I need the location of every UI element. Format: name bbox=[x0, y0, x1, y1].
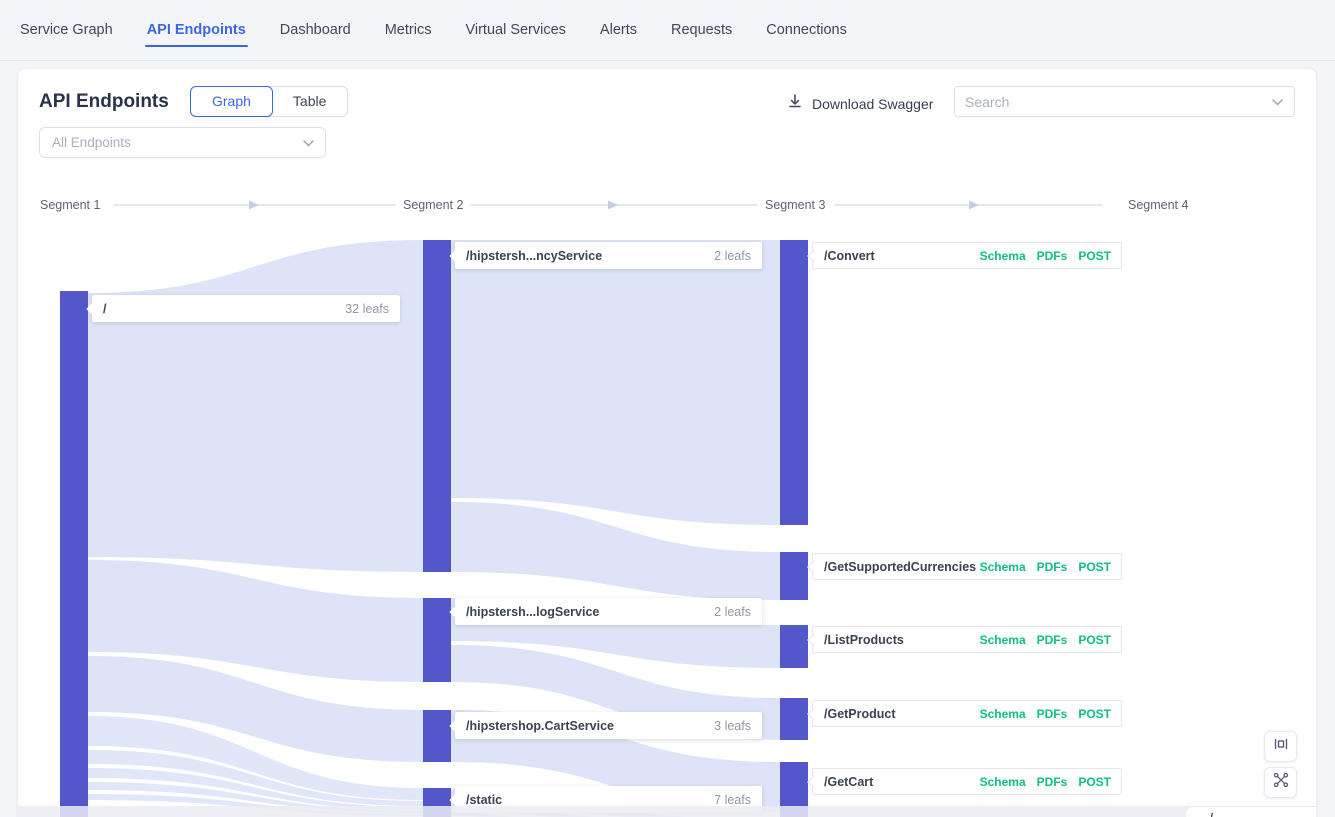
endpoint-name: /GetSupportedCurrencies bbox=[824, 559, 977, 574]
endpoint-name: /Convert bbox=[824, 248, 875, 263]
view-toggle: Graph Table bbox=[190, 86, 349, 117]
pdfs-link[interactable]: PDFs bbox=[1036, 559, 1068, 574]
endpoint-filter-select[interactable]: All Endpoints bbox=[39, 127, 326, 158]
tab-service-graph[interactable]: Service Graph bbox=[20, 22, 113, 38]
segment-1-label: Segment 1 bbox=[40, 198, 101, 212]
download-icon bbox=[787, 93, 803, 114]
node-name: /hipstersh...ncyService bbox=[466, 248, 603, 263]
page-title: API Endpoints bbox=[39, 91, 169, 112]
endpoint-filter-value: All Endpoints bbox=[52, 135, 131, 150]
pdfs-link[interactable]: PDFs bbox=[1036, 774, 1068, 789]
schema-link[interactable]: Schema bbox=[979, 248, 1026, 263]
node-label-root[interactable]: / 32 leafs bbox=[92, 295, 400, 322]
segment-2-label: Segment 2 bbox=[403, 198, 464, 212]
spread-nodes-button[interactable] bbox=[1264, 767, 1297, 798]
node-name: / bbox=[1210, 812, 1316, 817]
graph-view-button[interactable]: Graph bbox=[190, 86, 273, 117]
schema-link[interactable]: Schema bbox=[979, 706, 1026, 721]
table-view-button[interactable]: Table bbox=[292, 93, 327, 109]
search-box bbox=[954, 86, 1295, 117]
fit-view-button[interactable] bbox=[1264, 731, 1297, 762]
node-label-getproduct[interactable]: /GetProduct Schema PDFs POST bbox=[812, 700, 1122, 727]
post-link[interactable]: POST bbox=[1078, 706, 1111, 721]
tab-dashboard[interactable]: Dashboard bbox=[279, 22, 351, 38]
node-leaf-count: 32 leafs bbox=[345, 301, 389, 316]
download-swagger-label: Download Swagger bbox=[812, 95, 934, 112]
node-name: /static bbox=[466, 792, 503, 807]
post-link[interactable]: POST bbox=[1078, 632, 1111, 647]
node-leaf-count: 3 leafs bbox=[714, 718, 751, 733]
node-name: /hipstersh...logService bbox=[466, 604, 600, 619]
segment-3-label: Segment 3 bbox=[765, 198, 826, 212]
node-label-catalog-service[interactable]: /hipstersh...logService 2 leafs bbox=[455, 598, 762, 625]
clipped-node-label[interactable]: / bbox=[1185, 806, 1316, 817]
tab-requests[interactable]: Requests bbox=[671, 22, 733, 38]
endpoint-name: /GetCart bbox=[824, 774, 874, 789]
segment-4-label: Segment 4 bbox=[1128, 198, 1189, 212]
pdfs-link[interactable]: PDFs bbox=[1036, 248, 1068, 263]
tab-api-endpoints[interactable]: API Endpoints bbox=[144, 22, 248, 47]
node-leaf-count: 7 leafs bbox=[714, 792, 751, 807]
post-link[interactable]: POST bbox=[1078, 559, 1111, 574]
node-label-listproducts[interactable]: /ListProducts Schema PDFs POST bbox=[812, 626, 1122, 653]
tab-metrics[interactable]: Metrics bbox=[384, 22, 432, 38]
schema-link[interactable]: Schema bbox=[979, 559, 1026, 574]
node-label-getcart[interactable]: /GetCart Schema PDFs POST bbox=[812, 768, 1122, 795]
fit-view-icon bbox=[1272, 735, 1290, 758]
node-label-currency-service[interactable]: /hipstersh...ncyService 2 leafs bbox=[455, 242, 762, 269]
endpoint-name: /GetProduct bbox=[824, 706, 896, 721]
pdfs-link[interactable]: PDFs bbox=[1036, 706, 1068, 721]
download-swagger-button[interactable]: Download Swagger bbox=[787, 93, 933, 114]
node-name: /hipstershop.CartService bbox=[466, 718, 614, 733]
schema-link[interactable]: Schema bbox=[979, 632, 1026, 647]
tab-alerts[interactable]: Alerts bbox=[599, 22, 637, 38]
node-leaf-count: 2 leafs bbox=[714, 248, 751, 263]
chevron-down-icon[interactable] bbox=[1272, 93, 1283, 111]
spread-nodes-icon bbox=[1272, 771, 1290, 794]
node-label-convert[interactable]: /Convert Schema PDFs POST bbox=[812, 242, 1122, 269]
node-label-getsupportedcurrencies[interactable]: /GetSupportedCurrencies Schema PDFs POST bbox=[812, 553, 1122, 580]
top-navigation: Service Graph API Endpoints Dashboard Me… bbox=[0, 0, 1335, 61]
post-link[interactable]: POST bbox=[1078, 248, 1111, 263]
tab-connections[interactable]: Connections bbox=[766, 22, 847, 38]
chevron-down-icon bbox=[303, 134, 314, 152]
tab-virtual-services[interactable]: Virtual Services bbox=[465, 22, 566, 38]
post-link[interactable]: POST bbox=[1078, 774, 1111, 789]
node-label-cart-service[interactable]: /hipstershop.CartService 3 leafs bbox=[455, 712, 762, 739]
node-leaf-count: 2 leafs bbox=[714, 604, 751, 619]
graph-scrollbar-track[interactable] bbox=[18, 806, 1316, 817]
schema-link[interactable]: Schema bbox=[979, 774, 1026, 789]
pdfs-link[interactable]: PDFs bbox=[1036, 632, 1068, 647]
node-name: / bbox=[103, 301, 107, 316]
endpoint-name: /ListProducts bbox=[824, 632, 904, 647]
search-input[interactable] bbox=[965, 93, 1262, 110]
